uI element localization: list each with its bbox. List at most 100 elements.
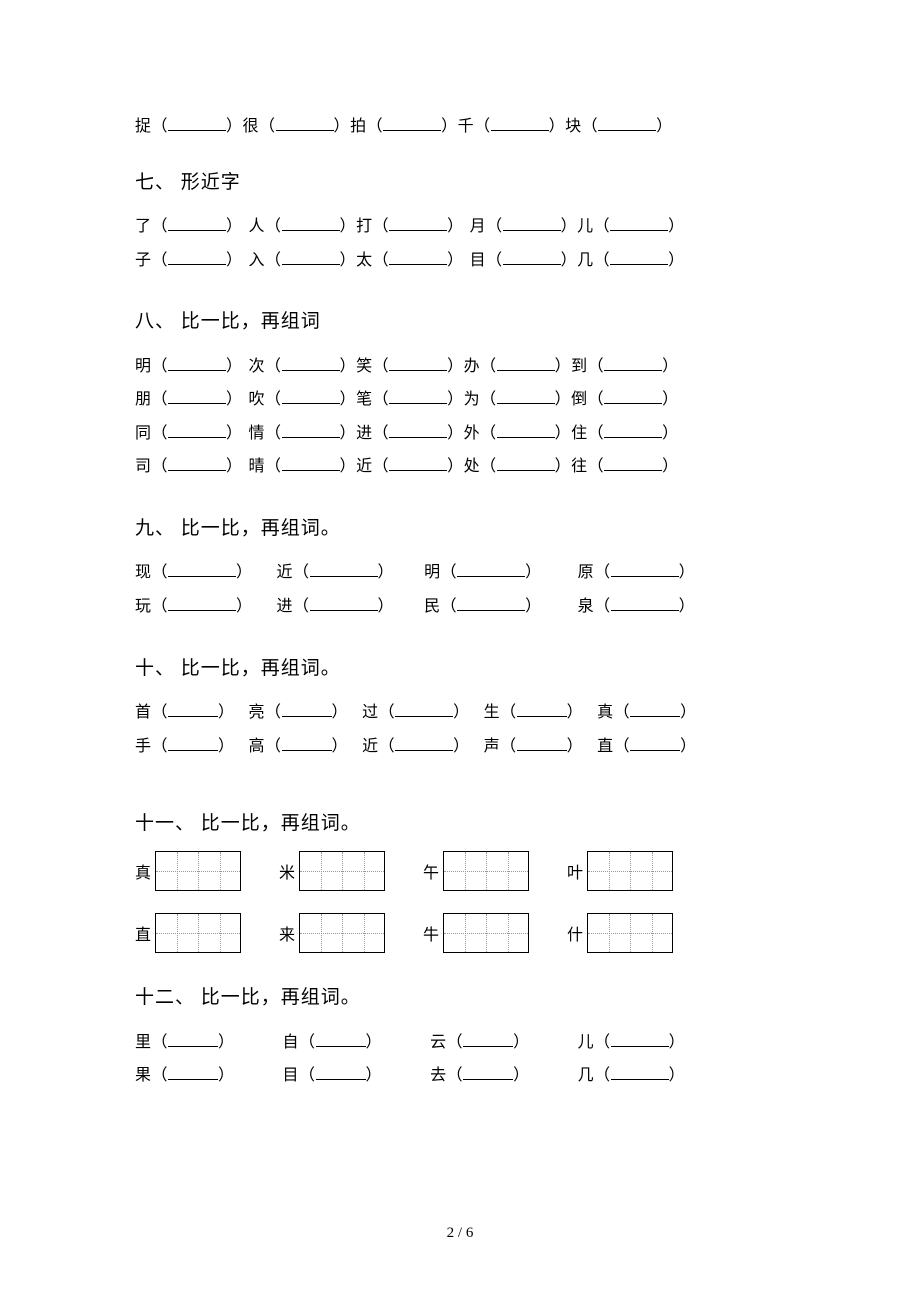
fill-blank[interactable] <box>497 422 555 438</box>
char-label: 儿（ <box>578 1034 611 1051</box>
fill-blank[interactable] <box>610 215 668 231</box>
close-paren: ） <box>226 252 243 269</box>
tianzi-grid[interactable] <box>155 851 241 891</box>
fill-blank[interactable] <box>463 1064 513 1080</box>
fill-blank[interactable] <box>282 388 340 404</box>
close-paren: ） <box>332 704 349 721</box>
fill-blank[interactable] <box>282 249 340 265</box>
close-paren: ） <box>340 252 357 269</box>
char-label: 外（ <box>464 425 497 442</box>
tianzi-item: 什 <box>567 913 673 953</box>
fill-blank[interactable] <box>389 455 447 471</box>
fill-blank[interactable] <box>389 215 447 231</box>
char-label: 到（ <box>571 358 604 375</box>
fill-blank[interactable] <box>276 115 334 131</box>
fill-blank[interactable] <box>168 422 226 438</box>
fill-blank[interactable] <box>168 388 226 404</box>
tianzi-grid[interactable] <box>299 851 385 891</box>
fill-blank[interactable] <box>457 595 525 611</box>
close-paren: ） <box>226 358 243 375</box>
fill-blank[interactable] <box>497 355 555 371</box>
close-paren: ） <box>378 598 395 615</box>
fill-blank[interactable] <box>517 701 567 717</box>
char-label: 吹（ <box>249 391 282 408</box>
fill-blank[interactable] <box>630 701 680 717</box>
fill-blank[interactable] <box>604 455 662 471</box>
fill-blank[interactable] <box>611 1031 669 1047</box>
fill-blank[interactable] <box>282 455 340 471</box>
fill-blank[interactable] <box>395 735 453 751</box>
fill-blank[interactable] <box>168 735 218 751</box>
section-heading: 十、 比一比，再组词。 <box>135 654 785 684</box>
close-paren: ） <box>226 391 243 408</box>
fill-blank[interactable] <box>598 115 656 131</box>
fill-blank[interactable] <box>604 355 662 371</box>
fill-blank[interactable] <box>282 215 340 231</box>
char-label: 笔（ <box>356 391 389 408</box>
fill-blank[interactable] <box>517 735 567 751</box>
fill-blank[interactable] <box>491 115 549 131</box>
fill-blank[interactable] <box>168 561 236 577</box>
close-paren: ） <box>662 425 679 442</box>
tianzi-grid[interactable] <box>443 851 529 891</box>
fill-blank[interactable] <box>503 215 561 231</box>
fill-blank[interactable] <box>389 355 447 371</box>
fill-blank[interactable] <box>168 215 226 231</box>
char-label: 同（ <box>135 425 168 442</box>
close-paren: ） <box>453 704 470 721</box>
fill-blank[interactable] <box>282 735 332 751</box>
fill-blank[interactable] <box>611 595 679 611</box>
fill-blank[interactable] <box>168 1064 218 1080</box>
fill-blank[interactable] <box>395 701 453 717</box>
exercise-line: 司（）晴（）近（）处（）往（） <box>135 450 785 484</box>
fill-blank[interactable] <box>503 249 561 265</box>
fill-blank[interactable] <box>497 388 555 404</box>
fill-blank[interactable] <box>168 115 226 131</box>
char-label: 了（ <box>135 218 168 235</box>
fill-blank[interactable] <box>611 561 679 577</box>
fill-blank[interactable] <box>282 355 340 371</box>
close-paren: ） <box>218 704 235 721</box>
fill-blank[interactable] <box>168 701 218 717</box>
tianzi-grid[interactable] <box>587 913 673 953</box>
tianzi-grid[interactable] <box>587 851 673 891</box>
fill-blank[interactable] <box>310 561 378 577</box>
fill-blank[interactable] <box>282 422 340 438</box>
fill-blank[interactable] <box>316 1064 366 1080</box>
section-heading: 七、 形近字 <box>135 168 785 198</box>
fill-blank[interactable] <box>168 455 226 471</box>
close-paren: ） <box>226 458 243 475</box>
char-label: 目（ <box>470 252 503 269</box>
char-label: 入（ <box>249 252 282 269</box>
fill-blank[interactable] <box>168 595 236 611</box>
tianzi-grid[interactable] <box>155 913 241 953</box>
fill-blank[interactable] <box>316 1031 366 1047</box>
char-label: 直 <box>135 921 151 945</box>
fill-blank[interactable] <box>604 422 662 438</box>
fill-blank[interactable] <box>463 1031 513 1047</box>
close-paren: ） <box>226 425 243 442</box>
fill-blank[interactable] <box>604 388 662 404</box>
fill-blank[interactable] <box>389 249 447 265</box>
fill-blank[interactable] <box>168 355 226 371</box>
char-label: 打（ <box>356 218 389 235</box>
fill-blank[interactable] <box>630 735 680 751</box>
fill-blank[interactable] <box>389 388 447 404</box>
fill-blank[interactable] <box>310 595 378 611</box>
tianzi-item: 牛 <box>423 913 529 953</box>
close-paren: ） <box>226 118 243 135</box>
close-paren: ） <box>334 118 351 135</box>
tianzi-item: 午 <box>423 851 529 891</box>
fill-blank[interactable] <box>168 249 226 265</box>
fill-blank[interactable] <box>611 1064 669 1080</box>
fill-blank[interactable] <box>383 115 441 131</box>
fill-blank[interactable] <box>457 561 525 577</box>
fill-blank[interactable] <box>389 422 447 438</box>
fill-blank[interactable] <box>282 701 332 717</box>
tianzi-grid[interactable] <box>299 913 385 953</box>
fill-blank[interactable] <box>497 455 555 471</box>
fill-blank[interactable] <box>610 249 668 265</box>
tianzi-grid[interactable] <box>443 913 529 953</box>
fill-blank[interactable] <box>168 1031 218 1047</box>
close-paren: ） <box>669 1034 686 1051</box>
